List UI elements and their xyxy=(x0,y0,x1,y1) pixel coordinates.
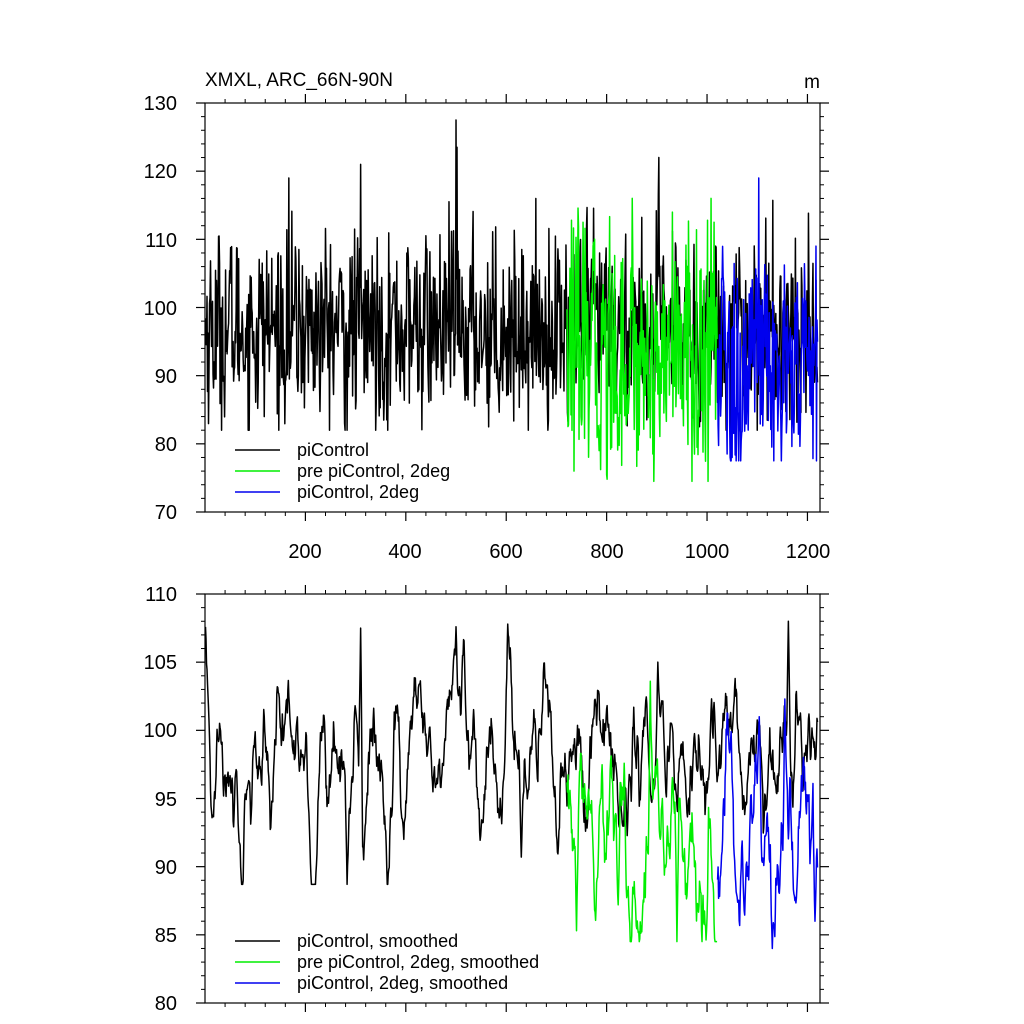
bottom-legend: piControl, smoothed pre piControl, 2deg,… xyxy=(235,931,539,993)
top-panel: XMXL, ARC_66N-90N m 70 80 90 100 110 120… xyxy=(144,70,831,563)
top-ytick-label: 130 xyxy=(144,93,177,115)
top-ytick-label: 70 xyxy=(155,502,177,524)
bottom-ytick-label: 95 xyxy=(155,789,177,811)
top-axis-ticks xyxy=(196,94,829,521)
top-xtick-label: 600 xyxy=(489,541,522,563)
top-xtick-label: 800 xyxy=(590,541,623,563)
top-xtick-label: 200 xyxy=(288,541,321,563)
top-ytick-label: 100 xyxy=(144,298,177,320)
top-ytick-label: 110 xyxy=(145,230,177,252)
top-series-line-pre-picontrol-2deg xyxy=(566,197,718,483)
bottom-panel: 80 85 90 95 100 105 110 piControl, smoot… xyxy=(144,584,829,1015)
top-units-label: m xyxy=(804,72,820,93)
top-series-line-picontrol-2deg xyxy=(716,177,819,462)
top-legend: piControl pre piControl, 2deg piControl,… xyxy=(235,440,450,502)
bottom-ytick-label: 105 xyxy=(144,652,177,674)
bottom-series-line-picontrol-smoothed xyxy=(204,620,819,886)
top-xtick-label: 1200 xyxy=(786,541,831,563)
top-xtick-label: 400 xyxy=(388,541,421,563)
bottom-ytick-label: 80 xyxy=(155,993,177,1015)
top-series-group xyxy=(204,119,819,483)
bottom-ytick-label: 100 xyxy=(144,720,177,742)
bottom-legend-label: piControl, 2deg, smoothed xyxy=(297,973,508,993)
bottom-series-line-pre-picontrol-2deg-smoothed xyxy=(566,680,718,943)
top-legend-label: piControl xyxy=(297,440,369,460)
top-ytick-label: 120 xyxy=(144,161,177,183)
bottom-legend-label: piControl, smoothed xyxy=(297,931,458,951)
bottom-axis-ticks xyxy=(196,585,829,1012)
top-series-line-picontrol xyxy=(204,119,819,431)
bottom-ytick-label: 85 xyxy=(155,925,177,947)
top-ytick-label: 80 xyxy=(155,434,177,456)
bottom-series-group xyxy=(204,620,819,950)
top-title: XMXL, ARC_66N-90N xyxy=(205,70,393,91)
top-xtick-label: 1000 xyxy=(685,541,730,563)
bottom-series-line-picontrol-2deg-smoothed xyxy=(716,698,819,950)
top-legend-label: piControl, 2deg xyxy=(297,482,419,502)
bottom-ytick-label: 110 xyxy=(145,584,177,606)
top-legend-label: pre piControl, 2deg xyxy=(297,461,450,481)
bottom-ytick-label: 90 xyxy=(155,857,177,879)
bottom-legend-label: pre piControl, 2deg, smoothed xyxy=(297,952,539,972)
top-ytick-label: 90 xyxy=(155,366,177,388)
